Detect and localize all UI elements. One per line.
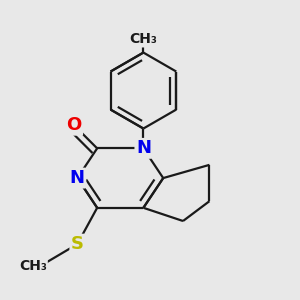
Text: S: S — [71, 235, 84, 253]
Text: N: N — [136, 139, 151, 157]
Text: O: O — [66, 116, 82, 134]
Text: CH₃: CH₃ — [19, 259, 47, 273]
Text: N: N — [70, 169, 85, 187]
Text: CH₃: CH₃ — [130, 32, 157, 46]
